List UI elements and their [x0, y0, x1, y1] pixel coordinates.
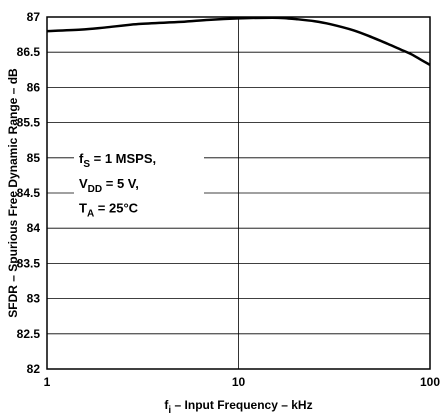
y-tick-label: 84.5 — [17, 186, 41, 200]
series-layer — [46, 16, 431, 66]
y-tick-label: 85 — [27, 151, 41, 165]
y-tick-label: 86 — [27, 80, 41, 94]
y-tick-label: 86.5 — [17, 45, 41, 59]
annotation-line-2: VDD = 5 V, — [79, 176, 139, 195]
plot-frame — [46, 16, 431, 370]
annotation-line-3: TA = 25°C — [79, 200, 139, 219]
y-axis-title: SFDR – Spurious Free Dynamic Range – dB — [6, 68, 20, 318]
x-tick-label: 10 — [232, 375, 246, 389]
y-tick-label: 82 — [27, 362, 41, 376]
annotation-line-1: fS = 1 MSPS, — [79, 151, 156, 170]
y-tick-label: 84 — [27, 221, 41, 235]
annotation-background — [74, 138, 204, 206]
y-tick-labels: 82 82.5 83 83.5 84 84.5 85 85.5 86 86.5 87 — [17, 10, 41, 376]
y-tick-label: 87 — [27, 10, 41, 24]
y-tick-label: 83 — [27, 292, 41, 306]
sfdr-series-line — [46, 16, 431, 66]
condition-annotation: fS = 1 MSPS, VDD = 5 V, TA = 25°C — [79, 151, 156, 219]
x-tick-labels: 1 10 100 — [44, 375, 441, 389]
y-tick-label: 83.5 — [17, 256, 41, 270]
y-tick-label: 82.5 — [17, 327, 41, 341]
x-tick-label: 1 — [44, 375, 51, 389]
x-tick-label: 100 — [420, 375, 440, 389]
x-axis-title: fi – Input Frequency – kHz — [164, 398, 312, 416]
y-tick-label: 85.5 — [17, 116, 41, 130]
